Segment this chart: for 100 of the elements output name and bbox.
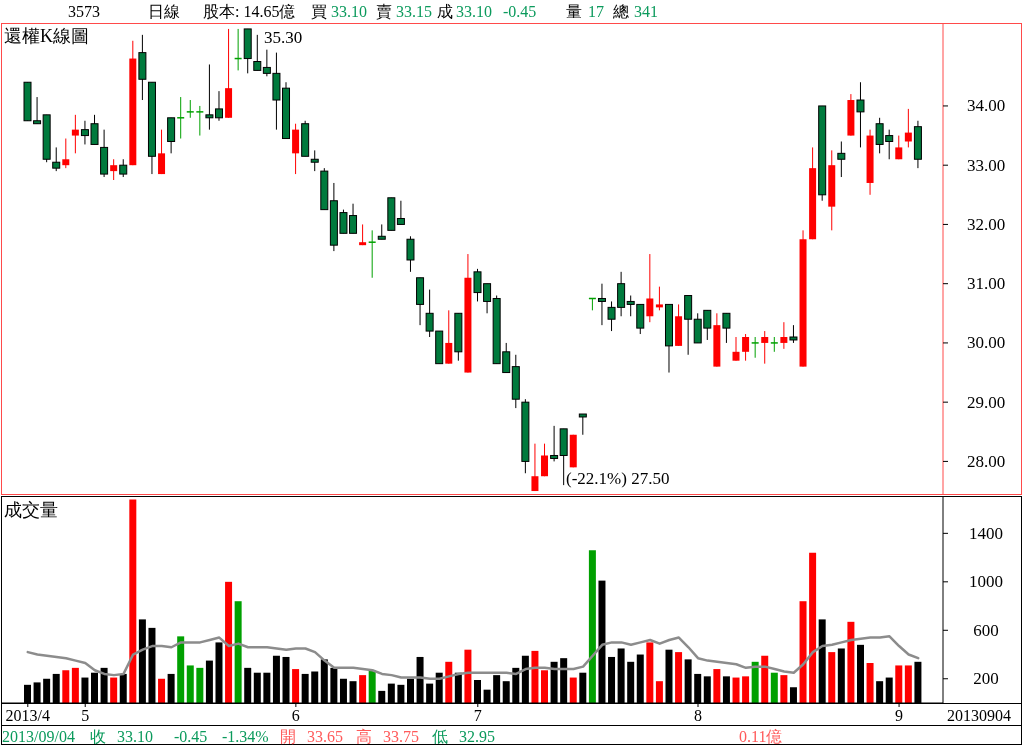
candlestick bbox=[158, 129, 166, 175]
candlestick bbox=[176, 96, 185, 140]
candlestick bbox=[541, 443, 549, 477]
y-tick-label: 28.00 bbox=[966, 451, 1006, 471]
candlestick bbox=[856, 81, 865, 148]
text: 33.15 bbox=[396, 2, 432, 21]
bar bbox=[234, 601, 242, 703]
x-tick-label: 7 bbox=[473, 707, 482, 724]
bar bbox=[292, 669, 300, 703]
text: 股本: 14.65億 bbox=[203, 2, 296, 21]
bar bbox=[445, 661, 453, 703]
bar bbox=[770, 672, 778, 703]
candlestick bbox=[655, 286, 663, 311]
text: 量 bbox=[566, 2, 582, 21]
text: 2013/09/04 bbox=[2, 727, 75, 745]
candlestick bbox=[292, 123, 300, 175]
bar bbox=[129, 499, 137, 703]
text: 341 bbox=[634, 2, 658, 21]
x-tick-label: 5 bbox=[81, 707, 90, 724]
candlestick bbox=[750, 336, 760, 359]
text: 總 bbox=[613, 2, 629, 21]
text: -0.45 bbox=[174, 727, 208, 745]
bar bbox=[225, 581, 233, 703]
bar bbox=[186, 665, 194, 703]
bar bbox=[780, 675, 788, 703]
text: 33.10 bbox=[331, 2, 367, 21]
bar bbox=[655, 681, 663, 703]
text: 3573 bbox=[68, 2, 100, 21]
text: 33.75 bbox=[383, 727, 419, 745]
candlestick bbox=[732, 336, 740, 362]
bar bbox=[675, 652, 683, 703]
bar bbox=[368, 670, 376, 703]
text: 日線 bbox=[148, 2, 180, 21]
text: -0.45 bbox=[503, 2, 537, 21]
y-tick-label: 33.00 bbox=[966, 155, 1006, 175]
text: 收 bbox=[90, 727, 106, 745]
bar bbox=[359, 675, 367, 703]
candlestick bbox=[742, 333, 750, 362]
bar bbox=[828, 652, 836, 703]
candlestick bbox=[597, 283, 606, 326]
x-tick-label: 8 bbox=[694, 707, 702, 724]
annotation: (-22.1%) 27.50 bbox=[566, 469, 670, 489]
candlestick bbox=[531, 443, 539, 492]
y-tick-label: 31.00 bbox=[966, 274, 1006, 294]
candlestick bbox=[71, 114, 79, 154]
candlestick bbox=[195, 105, 205, 137]
text: -1.34% bbox=[222, 727, 269, 745]
bar bbox=[809, 552, 817, 703]
annotation: 35.30 bbox=[264, 28, 303, 48]
text: 成 bbox=[437, 2, 453, 21]
text: 開 bbox=[280, 727, 296, 745]
chart-title: 成交量 bbox=[4, 500, 58, 520]
bar bbox=[732, 677, 740, 703]
bar bbox=[713, 669, 721, 703]
candlestick bbox=[110, 158, 118, 181]
candlestick bbox=[837, 140, 846, 178]
candlestick bbox=[722, 312, 731, 344]
candlestick bbox=[445, 309, 453, 365]
bar bbox=[158, 678, 166, 703]
candlestick bbox=[578, 413, 587, 436]
x-tick-label: 2013/4 bbox=[5, 707, 51, 724]
y-tick-label: 29.00 bbox=[966, 392, 1006, 412]
x-axis-title: 20130904 bbox=[947, 706, 1011, 725]
y-tick-label: 30.00 bbox=[966, 333, 1006, 353]
text: 低 bbox=[432, 727, 448, 745]
bar bbox=[464, 649, 472, 703]
y-tick-label: 1400 bbox=[969, 523, 1003, 543]
candlestick bbox=[646, 253, 654, 323]
x-tick-label: 9 bbox=[895, 707, 904, 724]
candlestick bbox=[904, 108, 912, 148]
y-tick-label: 1000 bbox=[969, 572, 1003, 592]
bar bbox=[110, 677, 118, 703]
bar bbox=[742, 676, 750, 703]
bar bbox=[531, 650, 539, 703]
candlestick bbox=[684, 295, 693, 356]
candlestick bbox=[761, 330, 769, 365]
y-tick-label: 32.00 bbox=[966, 214, 1006, 234]
bar bbox=[646, 642, 654, 703]
bar bbox=[62, 670, 70, 703]
bar bbox=[895, 665, 903, 703]
text: 33.65 bbox=[307, 727, 343, 745]
candlestick bbox=[780, 321, 788, 350]
y-tick-label: 600 bbox=[973, 620, 999, 640]
text: 17 bbox=[588, 2, 604, 21]
text: 32.95 bbox=[459, 727, 495, 745]
text: 0.11億 bbox=[739, 727, 783, 745]
candlestick bbox=[367, 229, 377, 279]
bar bbox=[866, 663, 874, 703]
text: 高 bbox=[356, 727, 372, 745]
y-tick-label: 34.00 bbox=[966, 96, 1006, 116]
bar bbox=[569, 677, 577, 703]
candlestick bbox=[167, 117, 176, 154]
bar bbox=[177, 636, 185, 703]
text: 33.10 bbox=[456, 2, 492, 21]
line-series bbox=[26, 635, 920, 681]
text: 33.10 bbox=[117, 727, 153, 745]
bar bbox=[71, 667, 79, 703]
candlestick bbox=[550, 425, 559, 462]
chart-title: 還權K線圖 bbox=[4, 26, 89, 46]
bar bbox=[588, 550, 596, 703]
